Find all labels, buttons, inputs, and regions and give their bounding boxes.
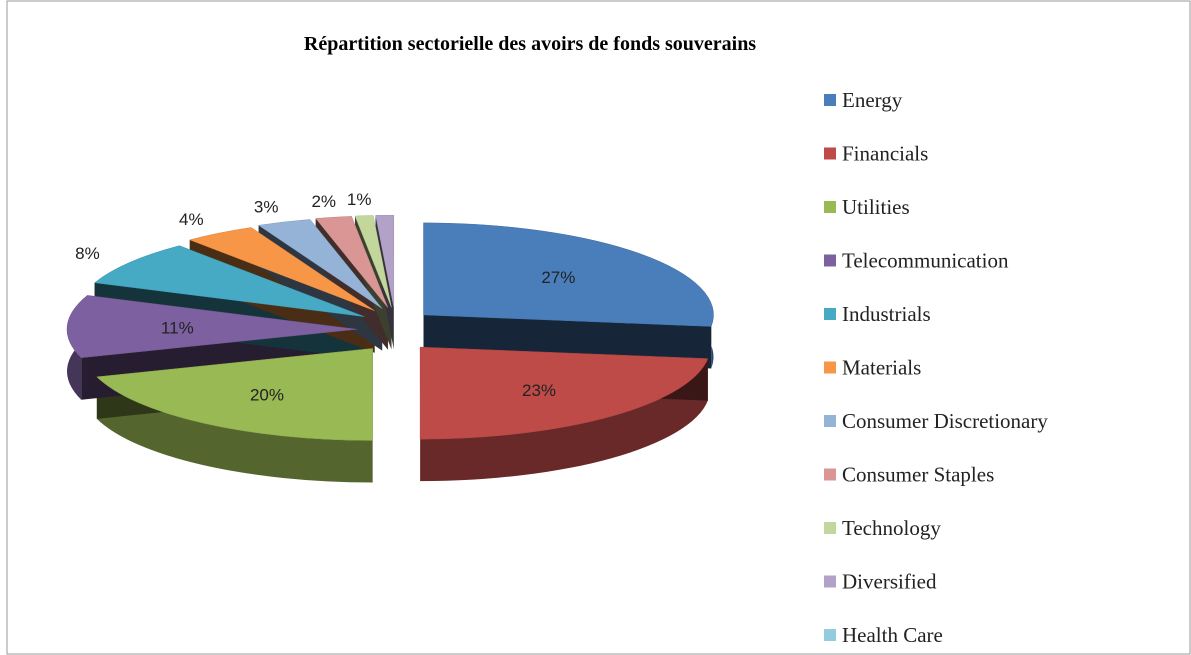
legend-label: Technology (842, 516, 941, 540)
slice (96, 348, 373, 441)
data-label: 8% (75, 244, 100, 263)
slice (315, 216, 389, 308)
legend-label: Financials (842, 142, 928, 166)
data-label: 27% (541, 268, 575, 287)
slice-outer-wall (420, 358, 708, 482)
legend-label: Consumer Discretionary (842, 409, 1048, 433)
data-label: 3% (254, 197, 279, 216)
legend-swatch (824, 201, 836, 213)
legend-swatch (824, 629, 836, 641)
legend-swatch (824, 361, 836, 374)
slice (94, 245, 365, 317)
legend-swatch (824, 147, 836, 160)
legend-swatch (824, 254, 836, 267)
data-label: 20% (250, 386, 284, 405)
legend-label: Industrials (842, 302, 931, 326)
chart-title: Répartition sectorielle des avoirs de fo… (304, 33, 756, 55)
legend: Energy Financials Utilities Telecommunicati… (824, 88, 1048, 647)
pie-labels: 27% 23% 20% 11% 8% 4% 3% 2% 1% (75, 190, 575, 404)
data-label: 23% (522, 381, 556, 400)
data-label: 1% (347, 190, 372, 209)
data-label: 4% (179, 210, 204, 229)
legend-swatch (824, 468, 836, 481)
pie-tops (66, 214, 714, 441)
legend-label: Energy (842, 88, 903, 112)
slice (66, 295, 358, 358)
slice (354, 215, 392, 308)
legend-label: Consumer Staples (842, 463, 994, 487)
slice (419, 346, 709, 440)
legend-swatch (824, 94, 836, 106)
legend-label: Telecommunication (842, 249, 1009, 273)
data-label: 11% (161, 318, 194, 337)
legend-swatch (824, 575, 836, 588)
legend-label: Health Care (842, 623, 943, 647)
slice (423, 222, 714, 327)
slice (188, 227, 375, 311)
legend-label: Diversified (842, 570, 937, 594)
legend-label: Utilities (842, 195, 910, 219)
legend-swatch (824, 415, 836, 427)
legend-label: Materials (842, 356, 921, 380)
legend-swatch (824, 308, 836, 320)
slice (375, 214, 395, 308)
data-label: 2% (311, 192, 336, 211)
slice (257, 219, 383, 309)
legend-swatch (824, 522, 836, 534)
